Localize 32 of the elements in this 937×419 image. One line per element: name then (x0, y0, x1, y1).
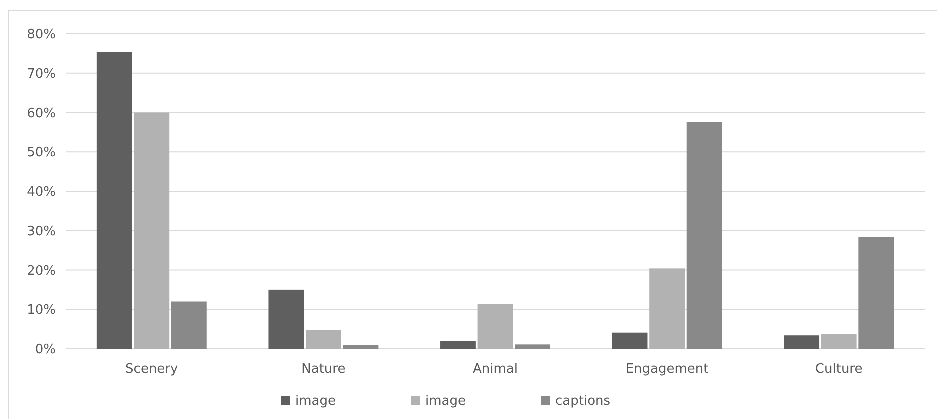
bar (134, 112, 170, 349)
x-tick-label: Nature (302, 362, 346, 377)
y-tick-label: 40% (27, 185, 56, 200)
y-tick-label: 60% (27, 106, 56, 122)
y-tick-label: 70% (27, 66, 56, 82)
legend-label: image (296, 394, 336, 409)
x-tick-label: Scenery (126, 362, 179, 377)
x-tick-label: Animal (473, 362, 518, 377)
y-tick-label: 30% (27, 224, 56, 240)
y-tick-label: 20% (27, 264, 56, 279)
bar (650, 268, 686, 349)
bar (784, 336, 820, 349)
bar (343, 345, 379, 349)
y-tick-label: 10% (27, 303, 56, 318)
bar (858, 237, 894, 349)
bar (171, 302, 207, 349)
x-tick-label: Engagement (626, 362, 709, 377)
y-tick-label: 80% (27, 28, 56, 43)
bar (478, 304, 514, 349)
legend-label: image (426, 394, 466, 409)
bar (96, 52, 132, 349)
bar (821, 334, 857, 349)
x-tick-label: Culture (815, 362, 863, 377)
y-tick-label: 50% (27, 146, 56, 161)
bar (612, 332, 648, 349)
bar (686, 122, 722, 349)
legend-label: captions (556, 394, 611, 409)
bar (268, 290, 304, 349)
bar (515, 344, 550, 349)
bar (306, 330, 342, 349)
y-tick-label: 0% (35, 342, 56, 358)
bar (440, 341, 476, 349)
